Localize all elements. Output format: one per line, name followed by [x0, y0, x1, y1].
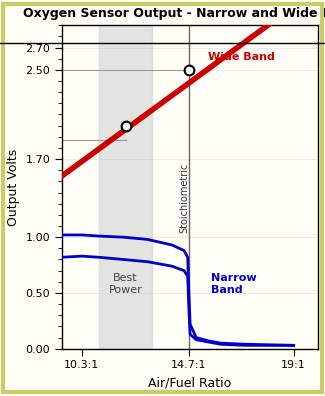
Text: Narrow
Band: Narrow Band [211, 273, 256, 295]
Title: Oxygen Sensor Output - Narrow and Wide Band: Oxygen Sensor Output - Narrow and Wide B… [23, 7, 325, 20]
Text: Wide Band: Wide Band [208, 51, 275, 61]
Text: Best
Power: Best Power [109, 273, 142, 295]
X-axis label: Air/Fuel Ratio: Air/Fuel Ratio [149, 376, 232, 389]
Text: Stoichiometric: Stoichiometric [179, 163, 189, 233]
Bar [99, 25, 152, 349]
Y-axis label: Output Volts: Output Volts [7, 148, 20, 226]
